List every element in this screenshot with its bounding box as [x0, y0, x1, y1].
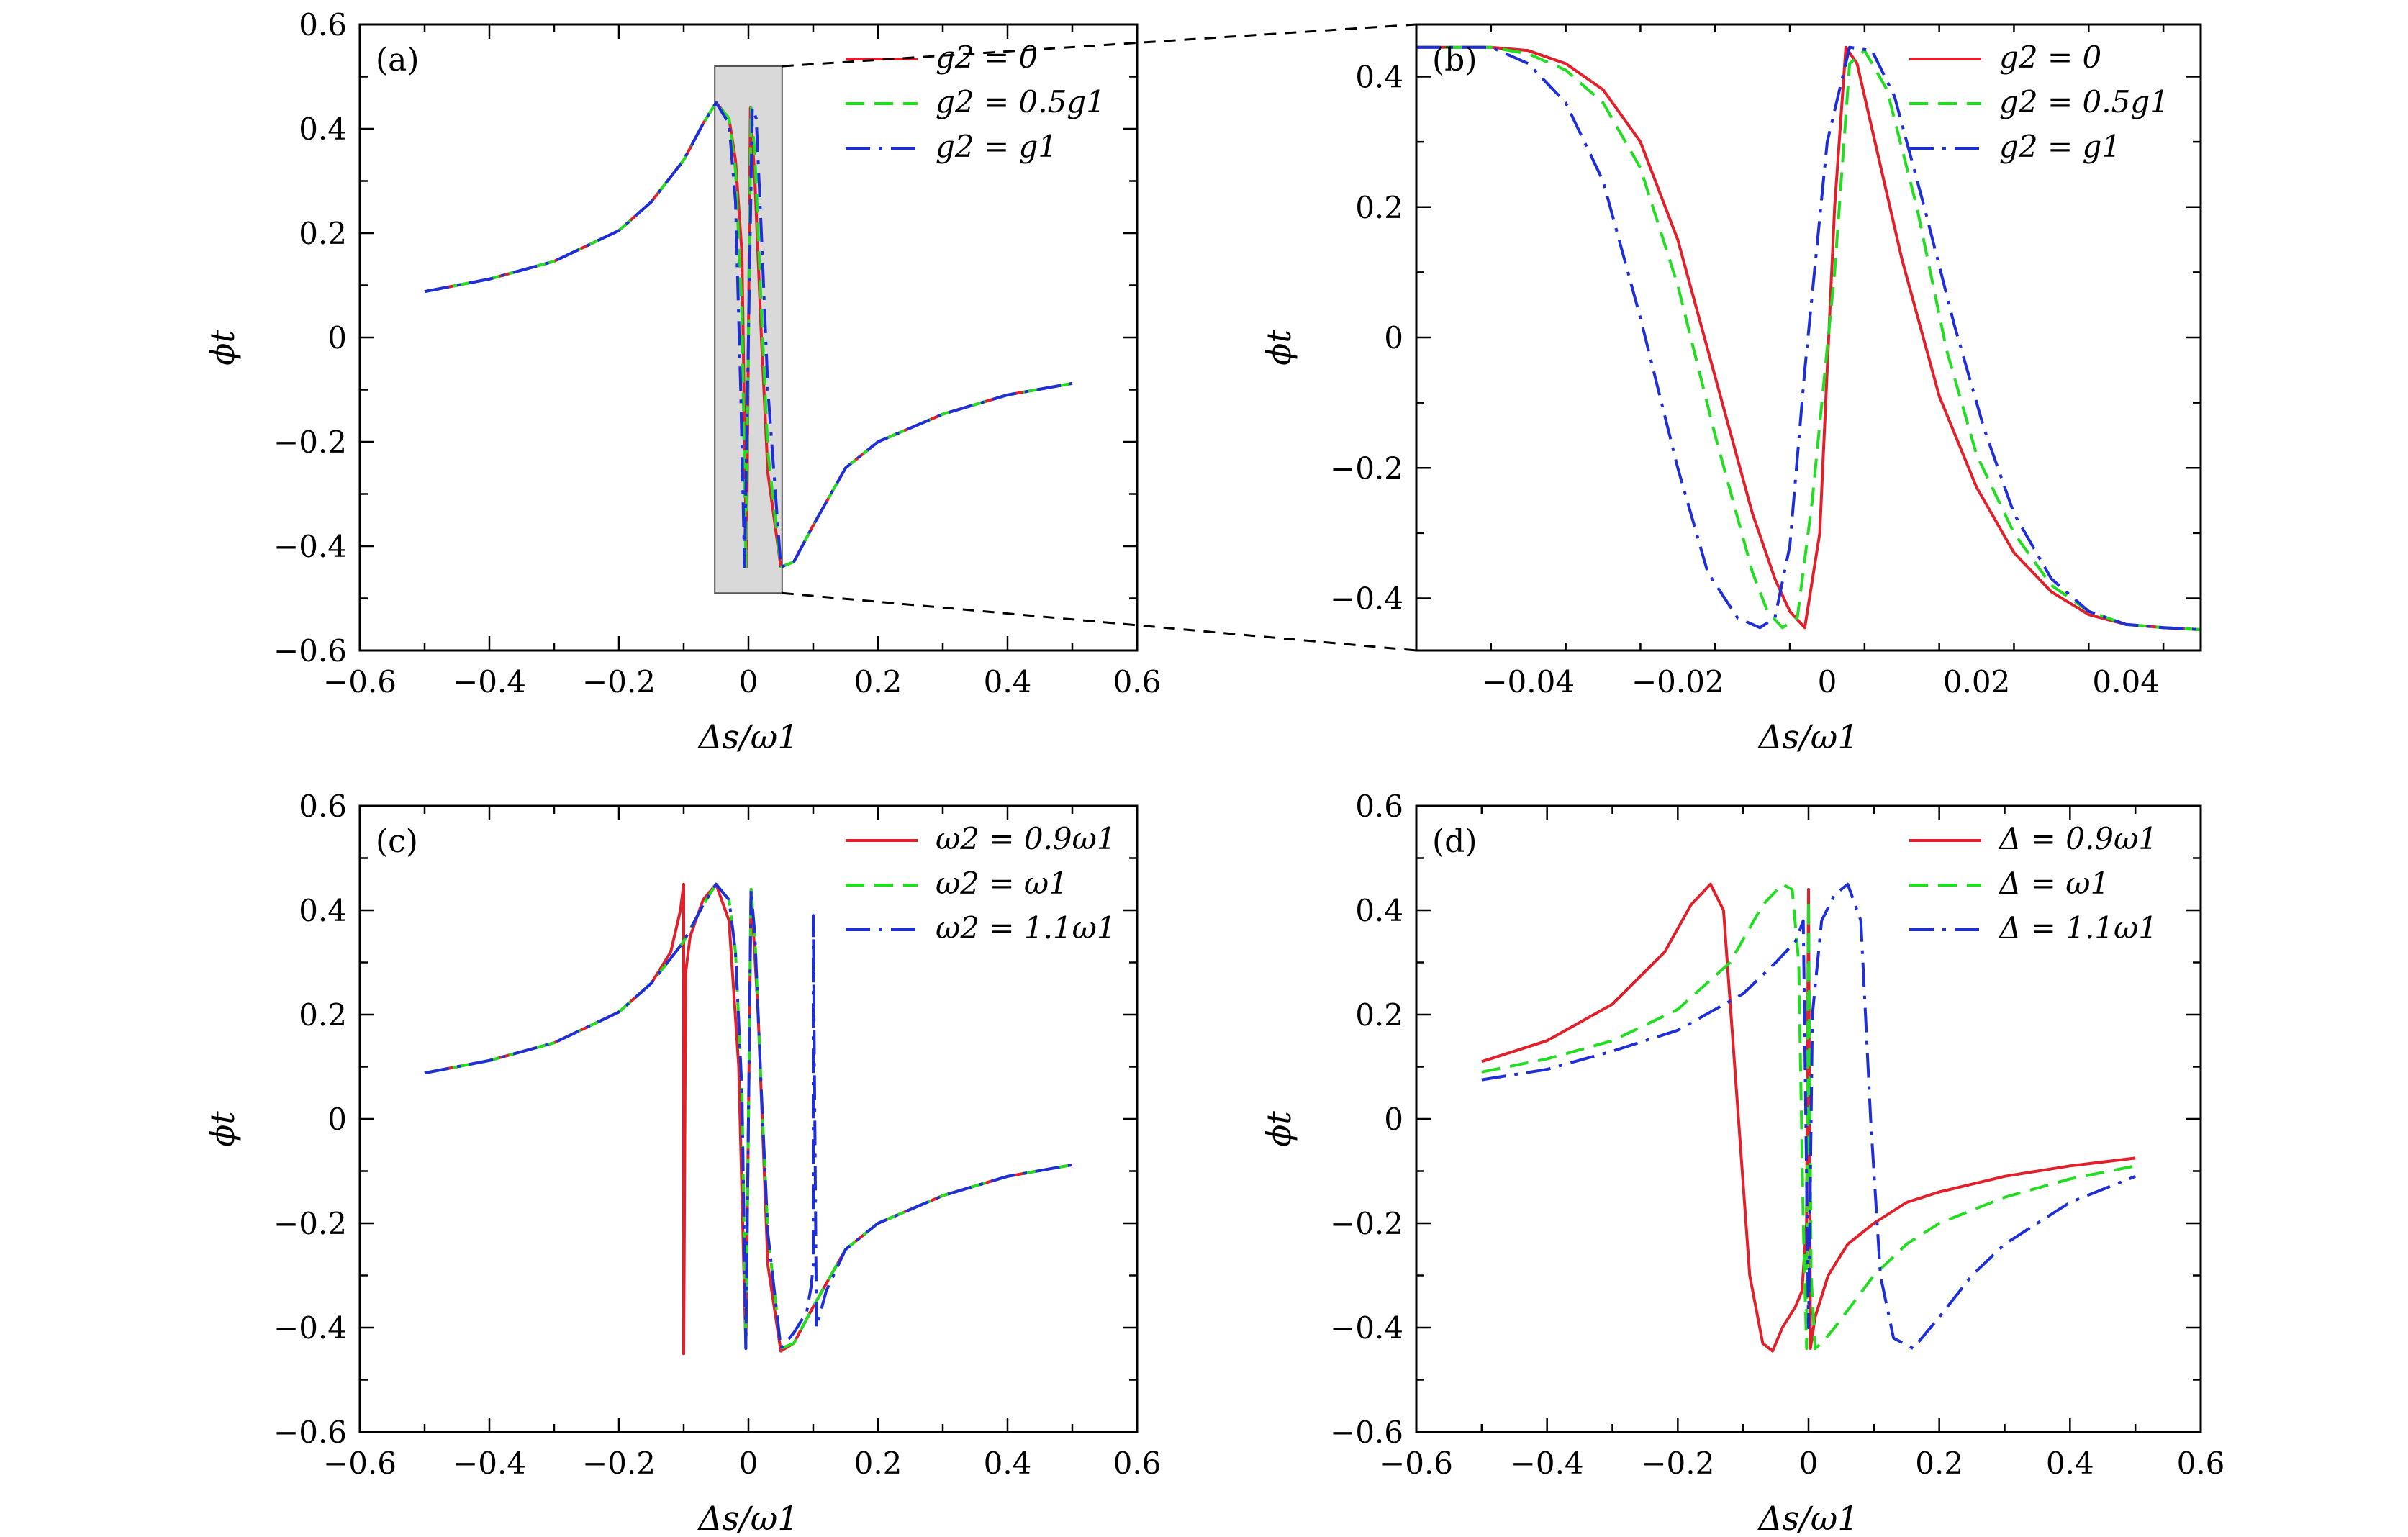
series-line-3 [1481, 882, 2136, 1350]
chart-panel-d: −0.6 −0.4 −0.2 0 0.2 0.4 0.6 −0.6 −0.4 −0.2 0 0.2 0.… [1259, 789, 2224, 1537]
y-axis-title: ϕt [1259, 1111, 1298, 1147]
y-tick-label: −0.2 [273, 425, 347, 460]
x-axis-title: Δs/ω1 [1757, 717, 1858, 756]
y-tick-label: 0.2 [299, 216, 347, 251]
x-tick-label: 0.6 [1113, 664, 1162, 699]
series-line-2 [1416, 45, 2201, 631]
x-axis-title: Δs/ω1 [697, 717, 798, 756]
legend-entry: ω2 = 0.9ω1 [936, 821, 1116, 856]
x-tick-label: −0.04 [1482, 664, 1575, 699]
x-tick-label: −0.4 [453, 1446, 526, 1481]
x-axis-title: Δs/ω1 [697, 1499, 798, 1537]
legend-entry: Δ = 1.1ω1 [1998, 910, 2158, 946]
chart-panel-c: −0.6 −0.4 −0.2 0 0.2 0.4 0.6 −0.6 −0.4 −0.2 0 0.2 0.… [203, 789, 1161, 1537]
x-tick-label: −0.2 [1641, 1446, 1714, 1481]
x-tick-label: 0.6 [2177, 1446, 2225, 1481]
legend-entry: Δ = 0.9ω1 [1998, 821, 2158, 856]
y-tick-label: −0.6 [1330, 1415, 1403, 1450]
y-tick-label: 0 [327, 1102, 347, 1137]
y-tick-label: −0.4 [1330, 581, 1403, 617]
x-tick-label: 0.6 [1113, 1446, 1162, 1481]
y-tick-label: −0.4 [273, 529, 347, 564]
x-tick-label: 0 [739, 664, 759, 699]
x-tick-label: −0.4 [1511, 1446, 1584, 1481]
x-tick-label: 0.4 [2046, 1446, 2094, 1481]
x-tick-label: 0 [1799, 1446, 1819, 1481]
y-axis-title: ϕt [1259, 330, 1298, 366]
x-axis-title: Δs/ω1 [1757, 1499, 1858, 1537]
series-line-3 [424, 101, 1073, 568]
panel-label: (a) [376, 42, 420, 78]
y-tick-label: 0.4 [1355, 60, 1403, 95]
y-tick-label: −0.2 [273, 1206, 347, 1241]
x-tick-label: −0.6 [323, 1446, 397, 1481]
y-tick-label: −0.4 [1330, 1310, 1403, 1346]
y-tick-label: 0.6 [299, 7, 347, 42]
y-tick-label: 0 [327, 320, 347, 355]
legend-entry: Δ = ω1 [1998, 866, 2109, 901]
panel-label: (c) [376, 823, 418, 860]
legend-entry: ω2 = ω1 [936, 866, 1068, 901]
y-axis-title: ϕt [203, 1111, 242, 1147]
y-tick-label: 0.6 [299, 789, 347, 824]
x-tick-label: −0.6 [1380, 1446, 1453, 1481]
x-tick-label: −0.6 [323, 664, 397, 699]
y-tick-label: 0.4 [299, 112, 347, 147]
x-tick-label: 0 [739, 1446, 759, 1481]
legend-entry: g2 = 0 [936, 40, 1038, 75]
x-tick-label: 0.4 [984, 1446, 1032, 1481]
series-line-1 [1481, 882, 2136, 1353]
series-line-3 [1416, 45, 2201, 631]
y-tick-label: 0.2 [299, 997, 347, 1033]
y-tick-label: −0.2 [1330, 1206, 1403, 1241]
legend-entry: ω2 = 1.1ω1 [936, 910, 1116, 946]
x-tick-label: −0.4 [453, 664, 526, 699]
x-tick-label: 0.2 [854, 664, 902, 699]
x-tick-label: 0.4 [984, 664, 1032, 699]
y-tick-label: 0.4 [299, 893, 347, 928]
series-line-3 [424, 882, 1073, 1350]
series-line-2 [424, 882, 1073, 1350]
y-tick-label: −0.2 [1330, 450, 1403, 486]
x-tick-label: 0.02 [1943, 664, 2011, 699]
y-tick-label: 0.2 [1355, 997, 1403, 1033]
y-tick-label: 0.2 [1355, 190, 1403, 225]
x-tick-label: 0.04 [2092, 664, 2160, 699]
x-tick-label: −0.02 [1631, 664, 1724, 699]
legend-entry: g2 = 0.5g1 [1999, 84, 2169, 119]
y-tick-label: −0.6 [273, 1415, 347, 1450]
legend-entry: g2 = g1 [936, 129, 1057, 164]
panel-label: (d) [1432, 823, 1477, 860]
zoom-connector-bottom [782, 591, 1417, 652]
y-tick-label: −0.4 [273, 1310, 347, 1346]
y-tick-label: 0 [1384, 320, 1403, 355]
y-tick-label: 0.6 [1355, 789, 1403, 824]
x-tick-label: −0.2 [582, 664, 656, 699]
x-tick-label: 0.2 [1915, 1446, 1963, 1481]
zoom-connector-top [782, 23, 1417, 68]
series-line-1 [1416, 45, 2201, 631]
x-tick-label: 0.2 [854, 1446, 902, 1481]
legend-entry: g2 = 0 [1999, 40, 2101, 75]
y-tick-label: −0.6 [273, 633, 347, 668]
legend-entry: g2 = 0.5g1 [936, 84, 1105, 119]
x-tick-label: 0 [1818, 664, 1837, 699]
chart-panel-a: −0.6 −0.4 −0.2 0 0.2 0.4 0.6 −0.6 −0.4 −0.2 0 0.2 0.… [203, 7, 1161, 756]
y-axis-title: ϕt [203, 330, 242, 366]
legend-entry: g2 = g1 [1999, 129, 2121, 164]
y-tick-label: 0 [1384, 1102, 1403, 1137]
x-tick-label: −0.2 [582, 1446, 656, 1481]
panel-label: (b) [1432, 42, 1477, 78]
y-tick-label: 0.4 [1355, 893, 1403, 928]
chart-panel-b: −0.04 −0.02 0 0.02 0.04 −0.4 −0.2 0 0.2 0.4 Δs/ω1 ϕ… [1259, 23, 2202, 756]
